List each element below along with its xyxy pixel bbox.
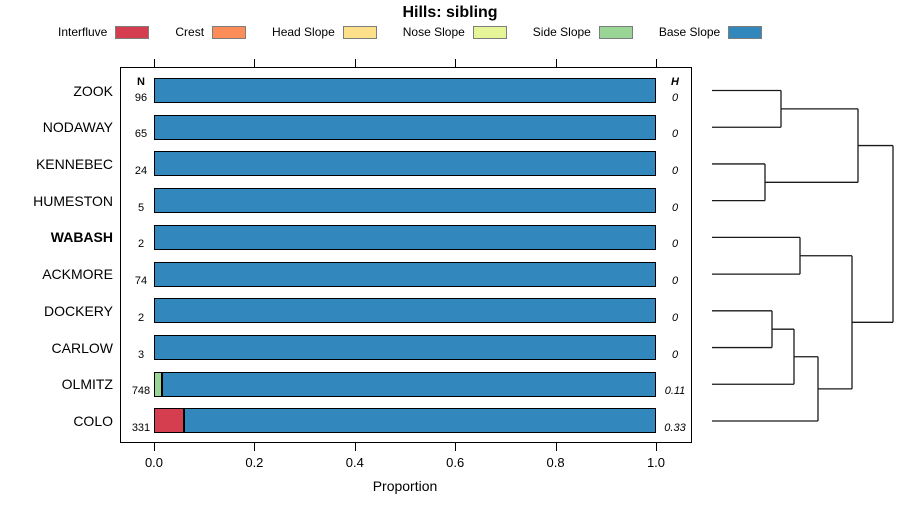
category-label: HUMESTON (33, 192, 113, 209)
bar-segment-base-slope (154, 261, 656, 287)
axis-tick (656, 59, 657, 67)
legend-item: Crest (175, 25, 247, 39)
category-label: WABASH (50, 229, 113, 246)
n-value: 65 (134, 128, 148, 141)
bar-segment-base-slope (154, 78, 656, 103)
axis-tick (354, 59, 356, 67)
axis-tick (254, 443, 256, 451)
category-label: CARLOW (51, 339, 113, 356)
n-column-header: N (137, 76, 145, 88)
bar-segment-base-slope (161, 371, 656, 397)
legend-item: Nose Slope (403, 25, 507, 39)
legend-swatch (472, 25, 507, 39)
axis-tick (455, 443, 457, 451)
legend-item: Head Slope (272, 25, 377, 39)
axis-tick (154, 59, 155, 67)
n-value: 2 (137, 238, 145, 251)
legend-label: Side Slope (532, 25, 591, 39)
legend-label: Base Slope (658, 25, 721, 39)
category-label: NODAWAY (42, 119, 113, 136)
bar-segment-base-slope (154, 188, 656, 214)
h-value: 0 (671, 201, 679, 214)
category-label: ACKMORE (42, 266, 113, 283)
h-value: 0.11 (664, 385, 686, 398)
n-value: 748 (131, 385, 151, 398)
category-label: OLMITZ (61, 376, 113, 393)
legend-item: Interfluve (58, 25, 150, 39)
category-label: DOCKERY (44, 302, 113, 319)
x-tick-label: 0.8 (546, 455, 565, 470)
legend-label: Head Slope (272, 25, 335, 39)
x-tick-label: 1.0 (646, 455, 666, 470)
axis-tick (455, 59, 457, 67)
category-label: ZOOK (73, 82, 113, 99)
bar-segment-side-slope (154, 371, 162, 397)
axis-tick (555, 443, 557, 451)
axis-tick (555, 59, 557, 67)
bar-segment-base-slope (154, 151, 656, 177)
h-value: 0.33 (664, 421, 686, 434)
category-label: COLO (73, 412, 113, 429)
chart-title: Hills: sibling (402, 4, 498, 21)
legend: Interfluve Crest Head Slope Nose Slope Side … (58, 25, 763, 39)
legend-swatch (342, 25, 377, 39)
h-value: 0 (671, 275, 679, 288)
bar-segment-base-slope (154, 114, 656, 140)
n-value: 74 (134, 275, 148, 288)
x-tick-label: 0.6 (446, 455, 465, 470)
x-tick-label: 0.4 (345, 455, 364, 470)
x-axis-title: Proportion (372, 478, 438, 494)
n-value: 3 (137, 348, 145, 361)
bar-segment-base-slope (184, 408, 656, 434)
legend-swatch (212, 25, 247, 39)
legend-item: Base Slope (658, 25, 763, 39)
h-value: 0 (671, 311, 679, 324)
axis-tick (656, 443, 657, 451)
legend-swatch (728, 25, 763, 39)
h-value: 0 (671, 238, 679, 251)
h-value: 0 (671, 91, 679, 104)
x-tick-label: 0.2 (245, 455, 264, 470)
bar-segment-interfluve (154, 408, 185, 434)
legend-label: Crest (175, 25, 205, 39)
n-value: 96 (134, 91, 148, 104)
h-column-header: H (671, 76, 679, 88)
legend-item: Side Slope (533, 25, 633, 39)
axis-tick (154, 443, 155, 451)
h-value: 0 (671, 348, 679, 361)
axis-tick (254, 59, 256, 67)
legend-label: Nose Slope (402, 25, 465, 39)
x-tick-label: 0.0 (144, 455, 164, 470)
legend-label: Interfluve (58, 25, 108, 39)
n-value: 5 (137, 201, 145, 214)
plot-panel-border (120, 67, 692, 443)
bar-segment-base-slope (154, 224, 656, 250)
axis-tick (354, 443, 356, 451)
legend-swatch (598, 25, 633, 39)
legend-swatch (115, 25, 150, 39)
n-value: 331 (131, 421, 151, 434)
n-value: 2 (137, 311, 145, 324)
n-value: 24 (134, 164, 148, 177)
h-value: 0 (671, 128, 679, 141)
bar-segment-base-slope (154, 298, 656, 324)
category-label: KENNEBEC (35, 155, 113, 172)
bar-segment-base-slope (154, 335, 656, 361)
h-value: 0 (671, 164, 679, 177)
